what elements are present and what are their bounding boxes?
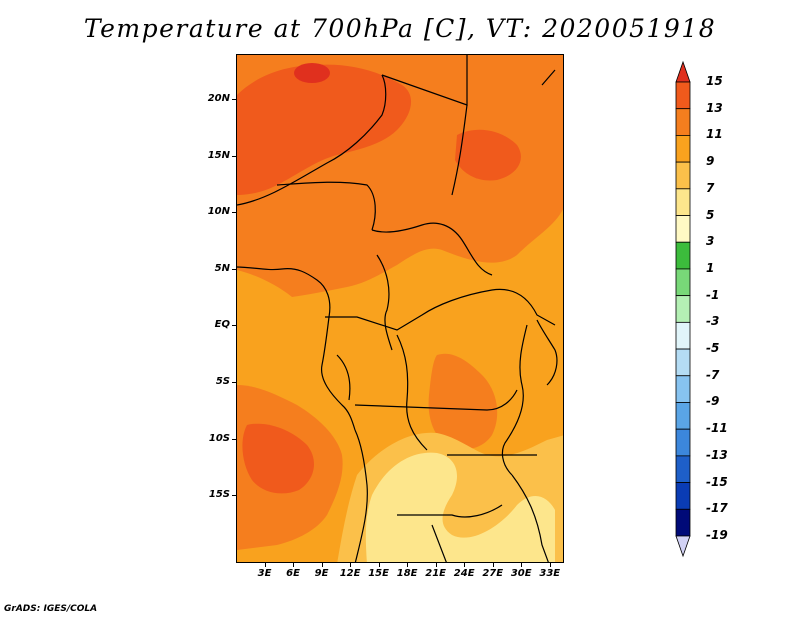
lon-tick-mark <box>293 563 295 567</box>
lon-tick-mark <box>549 563 551 567</box>
colorbar-box <box>675 348 691 377</box>
lon-tick-label: 27E <box>482 568 504 579</box>
lon-tick-mark <box>321 563 323 567</box>
colorbar-level-label: 7 <box>706 180 715 195</box>
colorbar-box <box>675 161 691 190</box>
colorbar-box <box>675 295 691 323</box>
field-band-11-13-c <box>428 353 498 450</box>
colorbar-level-label: -15 <box>706 474 728 489</box>
lat-tick-mark <box>232 382 236 384</box>
lat-tick-label: 5N <box>214 262 230 274</box>
colorbar-level-label: 11 <box>706 127 723 142</box>
colorbar <box>675 60 691 558</box>
lat-tick-label: 20N <box>207 93 230 105</box>
colorbar-top-arrow <box>675 60 691 83</box>
coastline-borders <box>237 55 558 562</box>
colorbar-box <box>675 81 691 110</box>
colorbar-level-label: 9 <box>706 154 715 169</box>
colorbar-level-label: -3 <box>706 314 720 329</box>
colorbar-level-label: -9 <box>706 394 720 409</box>
lon-tick-mark <box>435 563 437 567</box>
lon-tick-label: 24E <box>453 568 475 579</box>
lon-tick-mark <box>492 563 494 567</box>
temperature-map <box>236 54 564 563</box>
lon-tick-mark <box>264 563 266 567</box>
colorbar-level-label: -19 <box>706 528 728 542</box>
colorbar-level-label: 3 <box>706 234 715 249</box>
lon-tick-mark <box>407 563 409 567</box>
lat-tick-mark <box>232 212 236 214</box>
lat-tick-mark <box>232 325 236 327</box>
lon-tick-label: 12E <box>339 568 361 579</box>
lat-tick-label: 5S <box>215 376 230 388</box>
lon-tick-label: 3E <box>257 568 272 579</box>
lon-tick-mark <box>464 563 466 567</box>
colorbar-level-label: -5 <box>706 341 720 356</box>
colorbar-box <box>675 188 691 216</box>
colorbar-box <box>675 482 691 510</box>
colorbar-level-label: 13 <box>706 100 723 115</box>
colorbar-level-label: -13 <box>706 447 728 462</box>
chart-title: Temperature at 700hPa [C], VT: 202005191… <box>83 14 717 43</box>
field-band-13-15-n <box>237 64 412 195</box>
colorbar-level-label: 1 <box>706 260 715 275</box>
colorbar-level-label: -7 <box>706 367 720 382</box>
colorbar-bottom-arrow <box>675 535 691 558</box>
lon-tick-mark <box>378 563 380 567</box>
colorbar-box <box>675 508 691 537</box>
lon-tick-label: 33E <box>539 568 561 579</box>
colorbar-level-label: 5 <box>706 207 715 222</box>
lon-tick-mark <box>350 563 352 567</box>
colorbar-box <box>675 135 691 163</box>
colorbar-box <box>675 455 691 483</box>
lat-tick-label: 10S <box>208 432 230 444</box>
colorbar-box <box>675 321 691 350</box>
colorbar-level-label: -17 <box>706 501 728 516</box>
lat-tick-label: EQ <box>214 319 230 331</box>
colorbar-box <box>675 268 691 297</box>
lon-tick-label: 18E <box>396 568 418 579</box>
colorbar-box <box>675 241 691 270</box>
lat-tick-label: 10N <box>207 206 230 218</box>
colorbar-box <box>675 215 691 243</box>
lat-tick-label: 15N <box>207 149 230 161</box>
colorbar-level-label: -11 <box>706 421 728 436</box>
colorbar-box <box>675 375 691 403</box>
lon-tick-label: 21E <box>425 568 447 579</box>
lon-tick-label: 9E <box>314 568 329 579</box>
lat-tick-label: 15S <box>208 489 230 501</box>
lat-tick-mark <box>232 438 236 440</box>
colorbar-box <box>675 108 691 136</box>
lon-tick-label: 15E <box>368 568 389 579</box>
lon-tick-label: 30E <box>510 568 532 579</box>
lat-tick-mark <box>232 268 236 270</box>
lat-tick-mark <box>232 155 236 157</box>
colorbar-level-label: 15 <box>706 74 723 88</box>
lat-tick-mark <box>232 99 236 101</box>
field-band-13-15-sw <box>242 423 314 494</box>
lon-tick-label: 6E <box>286 568 300 579</box>
lon-tick-mark <box>521 563 523 567</box>
colorbar-box <box>675 402 691 430</box>
field-band-5-7 <box>365 452 555 562</box>
field-band-15-plus <box>294 63 330 83</box>
lat-tick-mark <box>232 495 236 497</box>
field-band-13-15-ne <box>455 129 521 181</box>
colorbar-level-label: -1 <box>706 287 720 302</box>
grads-credit: GrADS: IGES/COLA <box>4 604 98 614</box>
colorbar-box <box>675 428 691 457</box>
